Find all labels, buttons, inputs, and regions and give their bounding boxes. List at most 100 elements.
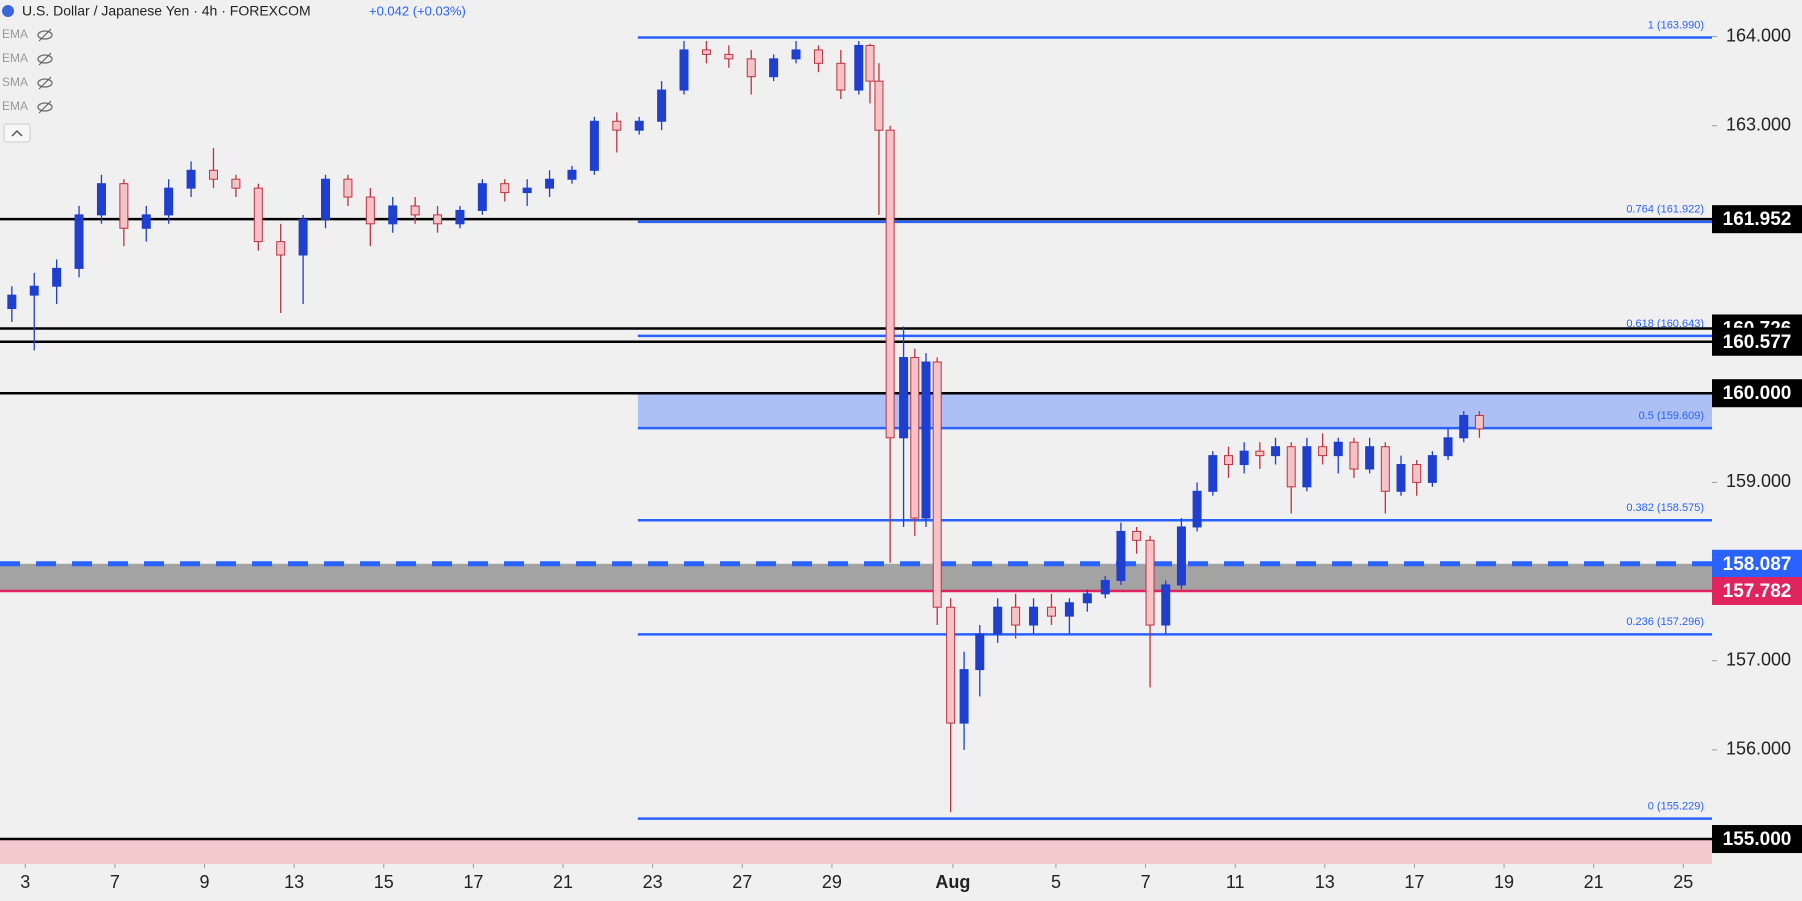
candle-body <box>1318 446 1328 457</box>
candle-body <box>1161 584 1171 626</box>
candle-body <box>791 49 801 60</box>
candle-body <box>1380 446 1390 492</box>
candle-body <box>343 178 353 198</box>
price-label-box <box>1712 379 1802 408</box>
candle-body <box>854 44 864 91</box>
candle-body <box>96 183 106 216</box>
candle-body <box>1116 530 1126 581</box>
candle-body <box>1223 455 1233 466</box>
candle-body <box>1046 606 1056 617</box>
price-axis <box>1712 0 1802 901</box>
price-label: 160.000 <box>1723 383 1792 404</box>
visibility-slash <box>38 28 52 42</box>
candle-body <box>455 209 465 225</box>
symbol-title: U.S. Dollar / Japanese Yen · 4h · FOREXC… <box>22 3 311 19</box>
x-tick-label: 13 <box>1315 872 1335 892</box>
candle-body <box>365 196 375 225</box>
candle-body <box>769 58 779 78</box>
visibility-slash <box>38 52 52 66</box>
candle-body <box>276 241 286 256</box>
candle-body <box>921 361 931 519</box>
price-label-box <box>1712 825 1802 854</box>
candle-body <box>321 178 331 220</box>
candle-body <box>1145 539 1155 626</box>
candle-body <box>298 218 308 256</box>
x-tick-label: 7 <box>110 872 120 892</box>
candle-body <box>1255 450 1265 457</box>
candle-body <box>388 205 398 225</box>
y-tick-label: 156.000 <box>1726 739 1791 759</box>
x-tick-label: 15 <box>374 872 394 892</box>
time-axis <box>0 864 1712 901</box>
candle-body <box>946 606 956 724</box>
price-label: 157.782 <box>1723 581 1792 602</box>
zone <box>0 839 1712 864</box>
fib-label: 0 (155.229) <box>1648 801 1704 813</box>
x-tick-label: Aug <box>935 872 970 892</box>
candle-body <box>1427 455 1437 483</box>
candle-body <box>1176 526 1186 586</box>
price-label: 161.952 <box>1723 209 1792 230</box>
caret-icon <box>11 129 23 137</box>
price-label-box <box>1712 549 1802 578</box>
x-tick-label: 17 <box>1404 872 1424 892</box>
y-tick-label: 164.000 <box>1726 25 1791 45</box>
x-tick-label: 3 <box>20 872 30 892</box>
visibility-icon <box>37 102 53 112</box>
visibility-icon <box>37 78 53 88</box>
candle-body <box>899 357 909 439</box>
candle-body <box>1474 415 1484 430</box>
price-label-box <box>1712 205 1802 234</box>
candle-body <box>7 294 17 310</box>
x-tick-label: 23 <box>643 872 663 892</box>
fib-label: 1 (163.990) <box>1648 19 1704 31</box>
candle-body <box>874 80 884 131</box>
candle-body <box>29 285 39 296</box>
candle-body <box>52 267 62 287</box>
candle-body <box>1412 464 1422 483</box>
candle-body <box>1333 441 1343 457</box>
candle-body <box>1396 464 1406 492</box>
candle-body <box>186 169 196 189</box>
indicator-label: EMA <box>2 99 28 113</box>
indicator-label: SMA <box>2 75 28 89</box>
price-label-box <box>1712 327 1802 356</box>
candle-body <box>932 361 942 608</box>
fib-label: 0.764 (161.922) <box>1626 204 1704 216</box>
x-tick-label: 17 <box>463 872 483 892</box>
x-tick-label: 21 <box>1584 872 1604 892</box>
candle-body <box>74 214 84 269</box>
x-tick-label: 13 <box>284 872 304 892</box>
candle-body <box>589 120 599 171</box>
candle-body <box>433 214 443 225</box>
price-change: +0.042 (+0.03%) <box>369 3 466 18</box>
visibility-icon <box>37 30 53 40</box>
x-tick-label: 29 <box>822 872 842 892</box>
candle-body <box>701 49 711 55</box>
candle-body <box>1239 450 1249 466</box>
candle-body <box>141 214 151 229</box>
candle-body <box>836 62 846 91</box>
price-label: 158.087 <box>1723 554 1792 575</box>
collapse-button[interactable] <box>3 123 31 143</box>
price-label: 155.000 <box>1723 829 1792 850</box>
y-tick-label: 157.000 <box>1726 649 1791 669</box>
fib-label: 0.5 (159.609) <box>1639 410 1704 422</box>
candle-body <box>657 89 667 122</box>
candle-body <box>746 58 756 78</box>
candle-body <box>1064 602 1074 617</box>
candle-body <box>231 178 241 189</box>
visibility-slash <box>38 100 52 114</box>
candle-body <box>1132 530 1142 541</box>
price-label: 160.577 <box>1723 332 1792 353</box>
x-tick-label: 9 <box>200 872 210 892</box>
candle-body <box>910 357 920 519</box>
zone <box>0 563 1712 591</box>
visibility-slash <box>38 76 52 90</box>
y-tick-label: 163.000 <box>1726 114 1791 134</box>
candle-body <box>1011 606 1021 626</box>
x-tick-label: 19 <box>1494 872 1514 892</box>
